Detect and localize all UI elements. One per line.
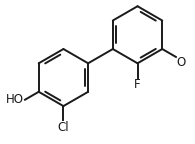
Text: F: F [134, 78, 141, 91]
Text: O: O [177, 56, 186, 69]
Text: Cl: Cl [58, 121, 69, 134]
Text: HO: HO [6, 93, 24, 106]
